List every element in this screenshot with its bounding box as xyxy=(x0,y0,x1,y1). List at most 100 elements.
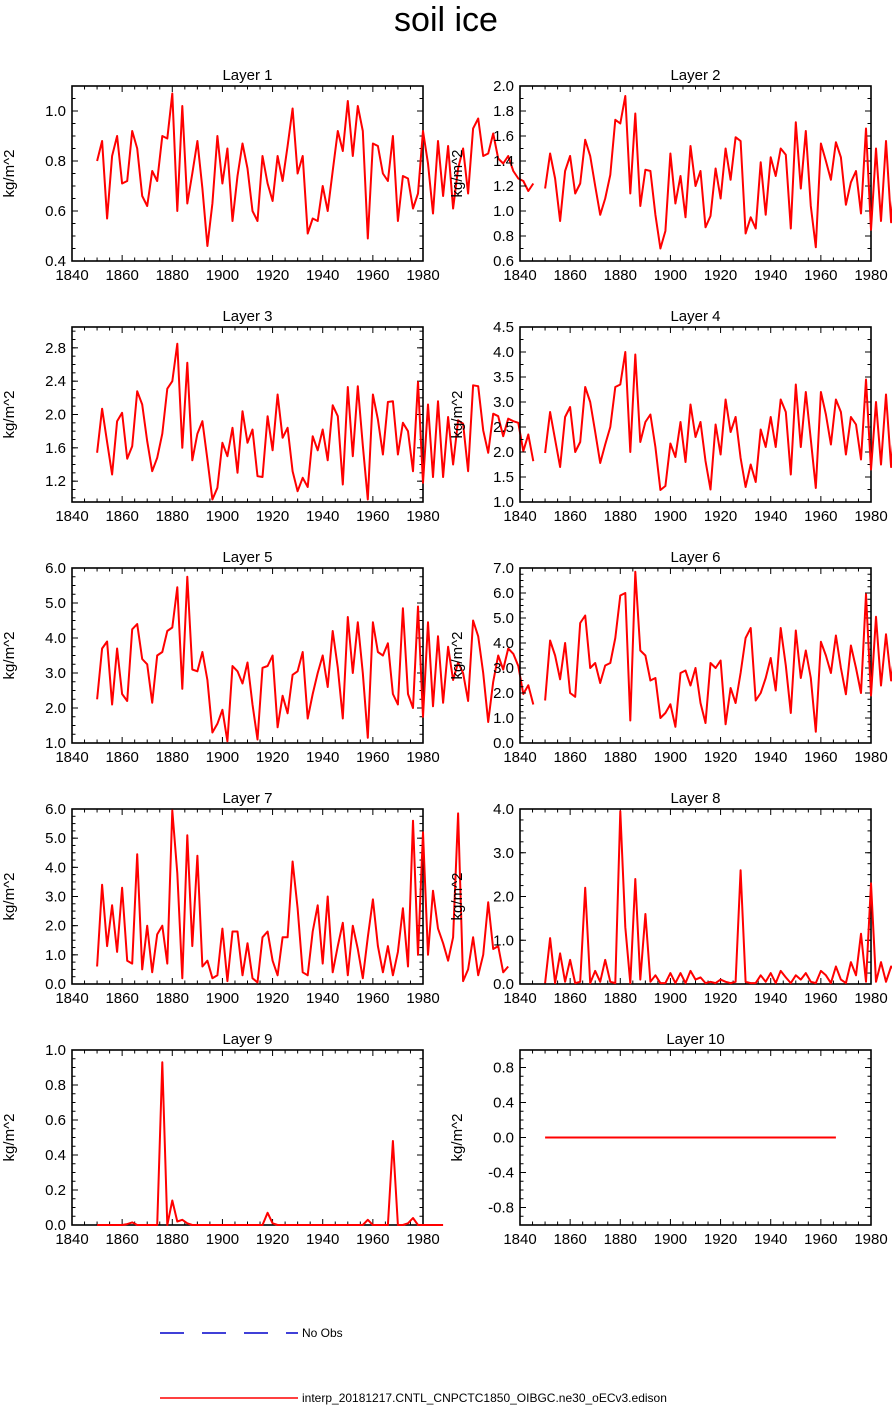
y-axis-label: kg/m^2 xyxy=(1,873,18,921)
y-axis-label: kg/m^2 xyxy=(1,391,18,439)
y-tick-label: 0.0 xyxy=(493,735,514,752)
y-tick-label: 2.0 xyxy=(493,685,514,702)
y-tick-label: 0.0 xyxy=(493,976,514,993)
panel-layer-3: Layer 3 kg/m^2 1840 1860 1880 1900 1920 1940 196… xyxy=(1,308,535,525)
panel-title: Layer 7 xyxy=(222,790,272,807)
x-tick-label: 1880 xyxy=(156,1231,189,1248)
y-tick-label: 1.0 xyxy=(493,710,514,727)
y-tick-label: 0.8 xyxy=(493,228,514,245)
y-tick-label: 1.2 xyxy=(45,473,66,490)
y-tick-label: 4.0 xyxy=(493,801,514,818)
x-tick-label: 1980 xyxy=(854,749,887,766)
y-tick-label: 0.4 xyxy=(493,1095,514,1112)
panel-title: Layer 1 xyxy=(222,67,272,84)
x-tick-label: 1880 xyxy=(604,267,637,284)
x-tick-label: 1960 xyxy=(356,508,389,525)
y-tick-label: 6.0 xyxy=(45,801,66,818)
panel-layer-6: Layer 6 kg/m^2 1840 1860 1880 1900 1920 1940 196… xyxy=(449,549,892,766)
x-tick-label: 1900 xyxy=(654,267,687,284)
x-tick-label: 1920 xyxy=(256,1231,289,1248)
x-tick-label: 1940 xyxy=(306,267,339,284)
x-tick-label: 1980 xyxy=(854,1231,887,1248)
y-tick-label: 1.0 xyxy=(45,735,66,752)
x-tick-label: 1840 xyxy=(503,267,536,284)
x-tick-label: 1860 xyxy=(105,267,138,284)
y-tick-label: 0.0 xyxy=(493,1130,514,1147)
y-tick-label: 0.6 xyxy=(493,253,514,270)
x-tick-label: 1920 xyxy=(256,749,289,766)
x-tick-label: 1900 xyxy=(654,508,687,525)
y-tick-label: 0.6 xyxy=(45,1112,66,1129)
x-tick-label: 1860 xyxy=(553,508,586,525)
y-tick-label: 0.8 xyxy=(493,1060,514,1077)
x-tick-label: 1940 xyxy=(306,749,339,766)
x-tick-label: 1980 xyxy=(406,990,439,1007)
panel-title: Layer 10 xyxy=(666,1031,724,1048)
y-tick-label: 4.0 xyxy=(45,630,66,647)
x-tick-label: 1840 xyxy=(55,749,88,766)
x-tick-label: 1900 xyxy=(654,749,687,766)
y-axis-label: kg/m^2 xyxy=(449,632,466,680)
x-tick-label: 1860 xyxy=(553,749,586,766)
y-tick-label: 2.0 xyxy=(493,78,514,95)
x-tick-label: 1960 xyxy=(356,990,389,1007)
panel-layer-5: Layer 5 kg/m^2 1840 1860 1880 1900 1920 1940 196… xyxy=(1,549,535,766)
x-tick-label: 1920 xyxy=(704,1231,737,1248)
x-tick-label: 1840 xyxy=(55,267,88,284)
y-tick-label: 3.0 xyxy=(493,660,514,677)
x-tick-label: 1900 xyxy=(206,508,239,525)
x-tick-label: 1880 xyxy=(604,1231,637,1248)
y-tick-label: 2.4 xyxy=(45,373,66,390)
y-tick-label: 1.6 xyxy=(45,440,66,457)
panel-title: Layer 8 xyxy=(670,790,720,807)
x-tick-label: 1960 xyxy=(804,990,837,1007)
y-tick-label: 1.0 xyxy=(45,947,66,964)
x-tick-label: 1860 xyxy=(105,990,138,1007)
legend-series-label: interp_20181217.CNTL_CNPCTC1850_OIBGC.ne… xyxy=(302,1391,667,1405)
x-tick-label: 1880 xyxy=(604,990,637,1007)
panel-layer-2: Layer 2 kg/m^2 1840 1860 1880 1900 1920 1940 196… xyxy=(449,67,892,284)
x-tick-label: 1960 xyxy=(356,267,389,284)
x-tick-label: 1980 xyxy=(854,508,887,525)
x-tick-label: 1860 xyxy=(553,267,586,284)
panel-layer-8: Layer 8 kg/m^2 1840 1860 1880 1900 1920 1940 196… xyxy=(449,790,892,1007)
x-tick-label: 1900 xyxy=(206,267,239,284)
x-tick-label: 1900 xyxy=(206,749,239,766)
y-tick-label: 0.4 xyxy=(45,1147,66,1164)
x-tick-label: 1860 xyxy=(105,508,138,525)
x-tick-label: 1960 xyxy=(804,749,837,766)
x-tick-label: 1880 xyxy=(156,990,189,1007)
x-tick-label: 1840 xyxy=(503,749,536,766)
y-tick-label: 0.0 xyxy=(45,1217,66,1234)
x-tick-label: 1980 xyxy=(406,1231,439,1248)
y-tick-label: 1.0 xyxy=(45,103,66,120)
x-tick-label: 1960 xyxy=(356,749,389,766)
series-line xyxy=(96,809,509,984)
series-line xyxy=(544,810,892,985)
x-tick-label: 1980 xyxy=(406,267,439,284)
x-tick-label: 1940 xyxy=(754,508,787,525)
legend-noobs-entry: No Obs xyxy=(160,1326,343,1340)
y-tick-label: 0.6 xyxy=(45,203,66,220)
x-tick-label: 1960 xyxy=(804,267,837,284)
y-tick-label: 5.0 xyxy=(493,610,514,627)
x-tick-label: 1960 xyxy=(804,1231,837,1248)
x-tick-label: 1840 xyxy=(55,508,88,525)
y-tick-label: 3.0 xyxy=(493,845,514,862)
panel-title: Layer 6 xyxy=(670,549,720,566)
x-tick-label: 1940 xyxy=(754,990,787,1007)
panel-layer-10: Layer 10 kg/m^2 1840 1860 1880 1900 1920 1940 19… xyxy=(449,1031,888,1248)
y-tick-label: 5.0 xyxy=(45,595,66,612)
y-tick-label: 5.0 xyxy=(45,830,66,847)
x-tick-label: 1920 xyxy=(704,990,737,1007)
y-tick-label: 2.0 xyxy=(45,407,66,424)
x-tick-label: 1920 xyxy=(704,749,737,766)
series-line xyxy=(544,351,892,491)
y-tick-label: 6.0 xyxy=(493,585,514,602)
y-tick-label: 3.0 xyxy=(45,889,66,906)
y-tick-label: 2.0 xyxy=(45,918,66,935)
y-axis-label: kg/m^2 xyxy=(449,1114,466,1162)
panel-layer-9: Layer 9 kg/m^2 1840 1860 1880 1900 1920 1940 196… xyxy=(1,1031,444,1248)
y-tick-label: 1.4 xyxy=(493,153,514,170)
